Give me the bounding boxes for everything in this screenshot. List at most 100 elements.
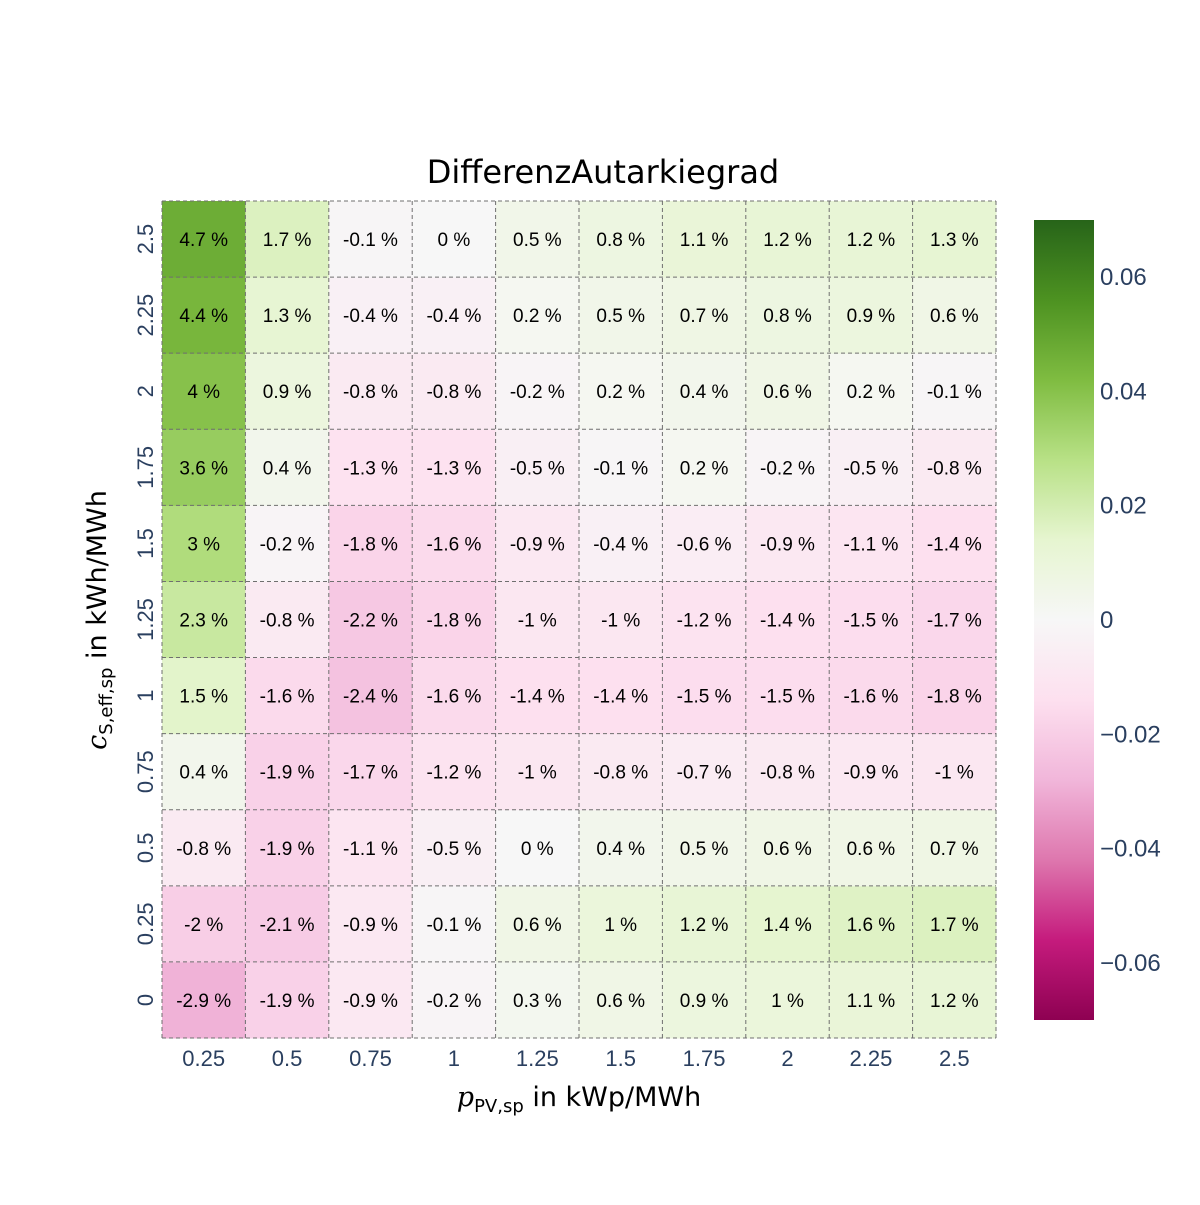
cell-label: 0.8 % (763, 306, 812, 327)
x-tick-label: 1.75 (683, 1046, 726, 1071)
colorbar-tick-label: 0 (1100, 607, 1113, 634)
cell-label: -0.8 % (593, 763, 648, 784)
cell-label: -1.5 % (677, 687, 732, 708)
cell-label: -0.9 % (760, 534, 815, 555)
cell-label: -2.1 % (260, 915, 315, 936)
cell-label: -1 % (518, 611, 557, 632)
heatmap-cell (162, 505, 246, 582)
heatmap-cell (245, 733, 330, 811)
cell-label: 1.4 % (763, 915, 812, 936)
cell-label: -1.1 % (843, 534, 898, 555)
heatmap-cell (245, 657, 330, 735)
cell-label: -1.5 % (760, 687, 815, 708)
cell-label: 1.7 % (263, 230, 312, 251)
heatmap-cell (745, 657, 830, 735)
heatmap-cell (495, 429, 580, 506)
y-tick-label: 0.5 (133, 832, 158, 863)
cell-label: -1.4 % (593, 687, 648, 708)
cell-label: 0.6 % (930, 306, 979, 327)
cell-label: -0.4 % (343, 306, 398, 327)
heatmap-cell (912, 581, 997, 659)
cell-label: -1 % (601, 611, 640, 632)
cell-label: -1.6 % (426, 687, 481, 708)
heatmap-cell (829, 353, 914, 430)
heatmap-cell (662, 885, 747, 963)
heatmap-cell (328, 353, 413, 430)
heatmap-cell (328, 657, 413, 735)
y-axis-ticks: 0 0.25 0.5 0.75 1 1.25 1.5 1.75 2 2.25 2.5 (133, 224, 158, 1006)
heatmap-cell (912, 961, 997, 1039)
heatmap-cell (912, 505, 997, 582)
heatmap-cell (912, 429, 997, 506)
heatmap-cell (412, 581, 497, 659)
cell-label: -1.2 % (426, 763, 481, 784)
cell-label: 0.2 % (513, 306, 562, 327)
heatmap-cell (412, 505, 497, 582)
x-axis-symbol: p (457, 1082, 474, 1113)
cell-label: -0.6 % (677, 534, 732, 555)
heatmap-cell (245, 429, 330, 506)
heatmap-cell (745, 201, 830, 278)
cell-label: 1.2 % (680, 915, 729, 936)
heatmap-cell (412, 961, 497, 1039)
cell-label: 0 % (521, 839, 554, 860)
colorbar-tick-label: −0.06 (1100, 950, 1161, 977)
heatmap-cell (162, 657, 246, 735)
cell-label: -0.9 % (343, 991, 398, 1012)
heatmap-cell (245, 581, 330, 659)
heatmap-cell (412, 353, 497, 430)
heatmap-cell (662, 201, 747, 278)
x-axis-suffix: in kWp/MWh (524, 1082, 701, 1113)
cell-label: -0.7 % (677, 763, 732, 784)
heatmap-cell (829, 733, 914, 811)
x-tick-label: 2.25 (849, 1046, 892, 1071)
heatmap-cell (579, 429, 663, 506)
cell-label: 0.5 % (513, 230, 562, 251)
heatmap-cell (245, 201, 330, 278)
heatmap-cell (829, 505, 914, 582)
cell-label: 0.6 % (763, 382, 812, 403)
heatmap-cell (662, 657, 747, 735)
cell-label: -1.9 % (260, 991, 315, 1012)
heatmap-cell (412, 429, 497, 506)
cell-label: -0.1 % (426, 915, 481, 936)
heatmap-cells: -2.9 % -1.9 % -0.9 % -0.2 % 0.3 % 0.6 % 0.9 % 1… (162, 201, 997, 1039)
heatmap-cell (912, 353, 997, 430)
cell-label: -2.9 % (176, 991, 231, 1012)
x-tick-label: 1.25 (516, 1046, 559, 1071)
heatmap-cell (829, 581, 914, 659)
y-tick-label: 0 (133, 994, 158, 1006)
cell-label: -1.7 % (343, 763, 398, 784)
cell-label: 0.9 % (263, 382, 312, 403)
cell-label: -0.2 % (260, 534, 315, 555)
y-tick-label: 0.75 (133, 750, 158, 793)
cell-label: 1 % (604, 915, 637, 936)
y-tick-label: 0.25 (133, 902, 158, 945)
heatmap-cell (579, 505, 663, 582)
y-tick-label: 1.25 (133, 598, 158, 641)
cell-label: 0.6 % (763, 839, 812, 860)
cell-label: 4 % (187, 382, 220, 403)
heatmap-cell (328, 277, 413, 354)
cell-label: 0.6 % (513, 915, 562, 936)
heatmap-cell (162, 429, 246, 506)
cell-label: 1.2 % (930, 991, 979, 1012)
heatmap-cell (245, 353, 330, 430)
cell-label: -1.5 % (843, 611, 898, 632)
cell-label: 3 % (187, 534, 220, 555)
heatmap-cell (579, 657, 663, 735)
heatmap-cell (745, 809, 830, 887)
heatmap-cell (579, 961, 663, 1039)
heatmap-cell (495, 505, 580, 582)
heatmap-cell (162, 885, 246, 963)
heatmap-cell (495, 733, 580, 811)
cell-label: -0.5 % (510, 458, 565, 479)
cell-label: 4.4 % (179, 306, 228, 327)
colorbar (1034, 220, 1094, 1020)
x-axis-subscript: PV,sp (474, 1096, 524, 1117)
cell-label: -0.2 % (510, 382, 565, 403)
cell-label: -0.9 % (510, 534, 565, 555)
x-axis-ticks: 0.25 0.5 0.75 1 1.25 1.5 1.75 2 2.25 2.5 (182, 1046, 969, 1071)
cell-label: -0.8 % (343, 382, 398, 403)
